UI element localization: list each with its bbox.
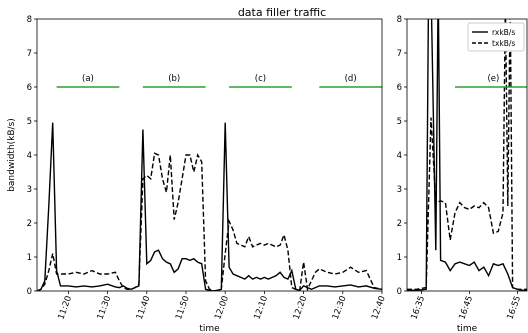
x-tick-label: 12:20 <box>292 295 310 321</box>
y-tick-label: 3 <box>397 185 402 195</box>
y-tick-label: 0 <box>397 287 402 297</box>
y-tick-label: 8 <box>27 15 32 25</box>
x-tick-label: 12:00 <box>213 295 231 321</box>
x-tick-label: 11:30 <box>96 295 114 321</box>
axes-frame <box>36 18 383 292</box>
y-tick-label: 2 <box>27 219 32 229</box>
x-tick-label: 16:35 <box>409 295 427 321</box>
x-tick-label: 12:30 <box>331 295 349 321</box>
x-axis-label: time <box>457 324 478 333</box>
y-tick-label: 1 <box>27 253 32 263</box>
segment-label: (c) <box>255 74 266 84</box>
y-tick-label: 5 <box>27 117 32 127</box>
x-tick-label: 11:40 <box>135 295 153 321</box>
segment-label: (d) <box>345 74 357 84</box>
y-tick-label: 7 <box>27 49 32 59</box>
chart-title: data filler traffic <box>238 6 326 19</box>
x-tick-label: 11:50 <box>174 295 192 321</box>
y-tick-label: 4 <box>397 151 402 161</box>
segment-label: (a) <box>82 74 94 84</box>
series-line-rxkbs <box>407 19 527 291</box>
left-panel: (a) (b) (c) (d) 0 1 2 3 4 5 6 7 8 11:20 11:30 11:40 11:5… <box>7 15 388 333</box>
y-tick-label: 8 <box>397 15 402 25</box>
y-tick-label: 4 <box>27 151 32 161</box>
segment-label: (e) <box>487 74 499 84</box>
x-axis-label: time <box>199 324 220 333</box>
x-tick-label: 11:20 <box>56 295 74 321</box>
x-tick-label: 16:45 <box>457 295 475 321</box>
y-tick-label: 6 <box>27 83 32 93</box>
right-panel: (e) 0 1 2 3 4 5 6 7 8 16:35 16:45 16:55 time rxkB/s txk… <box>397 15 528 333</box>
y-axis-label: bandwidth(kB/s) <box>7 118 17 192</box>
y-tick-label: 1 <box>397 253 402 263</box>
segment-label: (b) <box>168 74 180 84</box>
x-tick-label: 12:40 <box>370 295 388 321</box>
series-line-txkbs <box>37 152 382 291</box>
x-tick-label: 16:55 <box>505 295 523 321</box>
y-tick-label: 5 <box>397 117 402 127</box>
y-tick-label: 6 <box>397 83 402 93</box>
legend-label: rxkB/s <box>492 28 515 37</box>
x-tick-label: 12:10 <box>252 295 270 321</box>
legend-box <box>467 22 525 52</box>
series-line-txkbs <box>407 19 527 290</box>
series-line-rxkbs <box>37 122 382 291</box>
y-tick-label: 0 <box>27 287 32 297</box>
y-tick-label: 2 <box>397 219 402 229</box>
y-tick-label: 7 <box>397 49 402 59</box>
legend-label: txkB/s <box>492 39 515 48</box>
y-tick-label: 3 <box>27 185 32 195</box>
